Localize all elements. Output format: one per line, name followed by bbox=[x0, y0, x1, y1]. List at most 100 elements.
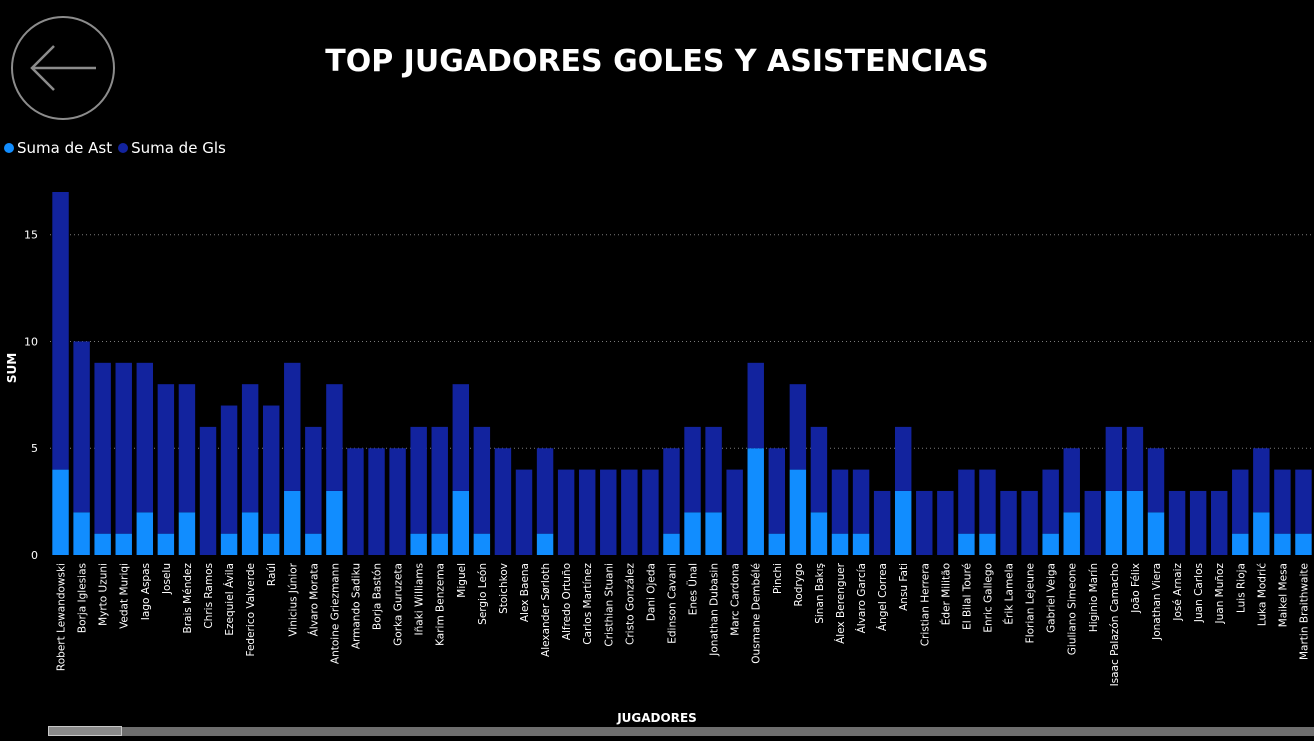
back-arrow-button[interactable] bbox=[10, 15, 116, 121]
legend-item-ast[interactable]: Suma de Ast bbox=[4, 139, 112, 157]
x-tick-label: Cristo González bbox=[624, 563, 636, 645]
x-tick-label: Álvaro Morata bbox=[307, 563, 320, 636]
x-tick-label: Luka Modrić bbox=[1256, 563, 1268, 626]
bar-gls: Álvaro Morata · Suma de Gls: 5 bbox=[305, 426, 322, 534]
x-tick-label: Joselu bbox=[161, 563, 173, 595]
bar-gls: Rodrygo · Suma de Gls: 4 bbox=[789, 384, 807, 470]
chart-scrollbar-track[interactable] bbox=[48, 727, 1314, 736]
bar-ast: Ansu Fati · Suma de Ast: 3 bbox=[894, 490, 912, 555]
bar-ast: João Félix · Suma de Ast: 3 bbox=[1126, 490, 1144, 555]
bar-ast: Giuliano Simeone · Suma de Ast: 2 bbox=[1063, 512, 1080, 555]
x-tick-label: Ángel Correa bbox=[876, 563, 889, 631]
bar-gls: Martin Braithwaite · Suma de Gls: 3 bbox=[1295, 469, 1312, 534]
bar-gls: Enes Ünal · Suma de Gls: 4 bbox=[684, 426, 701, 513]
chart-scrollbar-thumb[interactable] bbox=[48, 726, 122, 736]
x-tick-label: Carlos Martínez bbox=[582, 563, 594, 645]
bar-gls: Federico Valverde · Suma de Gls: 6 bbox=[241, 384, 259, 513]
bar-gls: Érik Lamela · Suma de Gls: 3 bbox=[1000, 490, 1017, 555]
x-tick-label: Karim Benzema bbox=[435, 563, 447, 646]
x-tick-label: Sinan Bakış bbox=[814, 563, 826, 624]
x-tick-label: Juan Carlos bbox=[1193, 563, 1205, 623]
legend-item-gls[interactable]: Suma de Gls bbox=[118, 139, 226, 157]
bar-ast: Antoine Griezmann · Suma de Ast: 3 bbox=[326, 490, 343, 555]
bar-gls: Dani Ojeda · Suma de Gls: 4 bbox=[642, 469, 659, 555]
bar-gls: Karim Benzema · Suma de Gls: 5 bbox=[431, 426, 448, 534]
bar-ast: Vinicius Júnior · Suma de Ast: 3 bbox=[284, 490, 301, 555]
bar-gls: Álvaro García · Suma de Gls: 3 bbox=[852, 469, 870, 534]
x-tick-label: Álex Berenguer bbox=[834, 562, 847, 644]
bar-gls: Stoichkov · Suma de Gls: 5 bbox=[494, 448, 512, 555]
bar-gls: Alexander Sørloth · Suma de Gls: 4 bbox=[536, 448, 554, 534]
x-tick-label: Cristhian Stuani bbox=[603, 563, 615, 647]
x-tick-label: Enes Ünal bbox=[687, 563, 700, 615]
bar-ast: El Bilal Touré · Suma de Ast: 1 bbox=[958, 533, 975, 555]
x-tick-label: Ousmane Dembélé bbox=[751, 563, 763, 664]
x-tick-label: Giuliano Simeone bbox=[1067, 563, 1079, 655]
bar-gls: Florian Lejeune · Suma de Gls: 3 bbox=[1021, 490, 1038, 555]
bar-ast: Álvaro Morata · Suma de Ast: 1 bbox=[305, 533, 322, 555]
legend-dot-gls bbox=[118, 143, 129, 153]
bar-gls: Cristo González · Suma de Gls: 4 bbox=[621, 469, 638, 555]
x-tick-label: El Bilal Touré bbox=[961, 563, 973, 630]
bar-ast: Enric Gallego · Suma de Ast: 1 bbox=[979, 533, 996, 555]
x-tick-label: Borja Bastón bbox=[372, 563, 384, 630]
bar-gls: Raúl · Suma de Gls: 6 bbox=[262, 405, 280, 534]
x-tick-label: Pinchi bbox=[772, 563, 784, 594]
x-tick-label: Cristian Herrera bbox=[919, 563, 931, 646]
bar-ast: Edinson Cavani · Suma de Ast: 1 bbox=[663, 533, 680, 555]
bar-gls: Giuliano Simeone · Suma de Gls: 3 bbox=[1063, 448, 1080, 513]
bar-gls: Edinson Cavani · Suma de Gls: 4 bbox=[663, 448, 680, 534]
bar-gls: Cristian Herrera · Suma de Gls: 3 bbox=[916, 490, 933, 555]
bar-gls: Joselu · Suma de Gls: 7 bbox=[157, 384, 175, 534]
legend-dot-ast bbox=[4, 143, 14, 153]
x-tick-label: Éder Militão bbox=[939, 563, 952, 625]
bar-ast: Brais Méndez · Suma de Ast: 2 bbox=[178, 512, 196, 555]
bar-ast: Jonathan Dubasin · Suma de Ast: 2 bbox=[705, 512, 722, 555]
bar-gls: Robert Lewandowski · Suma de Gls: 13 bbox=[52, 192, 69, 470]
bar-ast: Iñaki Williams · Suma de Ast: 1 bbox=[410, 533, 427, 555]
bar-gls: Miguel · Suma de Gls: 5 bbox=[452, 384, 470, 491]
bar-gls: Chris Ramos · Suma de Gls: 6 bbox=[199, 426, 217, 555]
bar-ast: Iago Aspas · Suma de Ast: 2 bbox=[136, 512, 154, 555]
bar-gls: Alex Baena · Suma de Gls: 4 bbox=[515, 469, 533, 555]
back-arrow-icon bbox=[11, 16, 115, 120]
bar-ast: Myrto Uzuni · Suma de Ast: 1 bbox=[94, 533, 111, 555]
legend-label-ast: Suma de Ast bbox=[17, 139, 113, 157]
x-tick-label: João Félix bbox=[1130, 563, 1142, 614]
bar-gls: Gorka Guruzeta · Suma de Gls: 5 bbox=[389, 448, 406, 555]
x-tick-label: Alexander Sørloth bbox=[540, 563, 552, 657]
x-tick-label: Ansu Fati bbox=[898, 563, 910, 611]
chart-legend: Suma de Ast Suma de Gls bbox=[4, 138, 232, 158]
x-tick-label: Iago Aspas bbox=[140, 563, 152, 620]
x-tick-label: Federico Valverde bbox=[245, 563, 257, 656]
bar-gls: João Félix · Suma de Gls: 3 bbox=[1126, 426, 1144, 491]
bar-gls: Pinchi · Suma de Gls: 4 bbox=[768, 448, 786, 534]
x-tick-label: Jonathan Dubasin bbox=[709, 563, 721, 657]
bar-gls: Juan Carlos · Suma de Gls: 3 bbox=[1189, 490, 1207, 555]
x-tick-label: Raúl bbox=[266, 563, 278, 586]
x-tick-label: Armando Sadiku bbox=[350, 563, 362, 649]
bar-ast: Borja Iglesias · Suma de Ast: 2 bbox=[73, 512, 90, 555]
bar-ast: Martin Braithwaite · Suma de Ast: 1 bbox=[1295, 533, 1312, 555]
bar-gls: El Bilal Touré · Suma de Gls: 3 bbox=[958, 469, 975, 534]
y-tick-label: 15 bbox=[24, 229, 38, 242]
bar-gls: Éder Militão · Suma de Gls: 3 bbox=[937, 490, 954, 555]
bar-gls: Álex Berenguer · Suma de Gls: 3 bbox=[831, 469, 849, 534]
x-tick-label: Iñaki Williams bbox=[414, 563, 426, 635]
bar-ast: Isaac Palazón Camacho · Suma de Ast: 3 bbox=[1105, 490, 1123, 555]
bar-ast: Sinan Bakış · Suma de Ast: 2 bbox=[810, 512, 828, 555]
bar-gls: Ousmane Dembélé · Suma de Gls: 4 bbox=[747, 362, 764, 449]
bar-gls: Enric Gallego · Suma de Gls: 3 bbox=[979, 469, 996, 534]
bar-ast: Ousmane Dembélé · Suma de Ast: 5 bbox=[747, 448, 764, 555]
bar-gls: Iñaki Williams · Suma de Gls: 5 bbox=[410, 426, 427, 534]
x-tick-label: Maikel Mesa bbox=[1277, 563, 1289, 627]
bar-gls: Maikel Mesa · Suma de Gls: 3 bbox=[1274, 469, 1291, 534]
bar-gls: José Arnaiz · Suma de Gls: 3 bbox=[1168, 490, 1186, 555]
x-tick-label: Brais Méndez bbox=[182, 563, 194, 634]
x-tick-label: Vedat Muriqi bbox=[119, 563, 131, 629]
x-tick-label: Isaac Palazón Camacho bbox=[1109, 563, 1121, 686]
x-axis-title: JUGADORES bbox=[617, 711, 697, 725]
bar-gls: Gabriel Veiga · Suma de Gls: 3 bbox=[1042, 469, 1059, 534]
bar-ast: Raúl · Suma de Ast: 1 bbox=[262, 533, 280, 555]
